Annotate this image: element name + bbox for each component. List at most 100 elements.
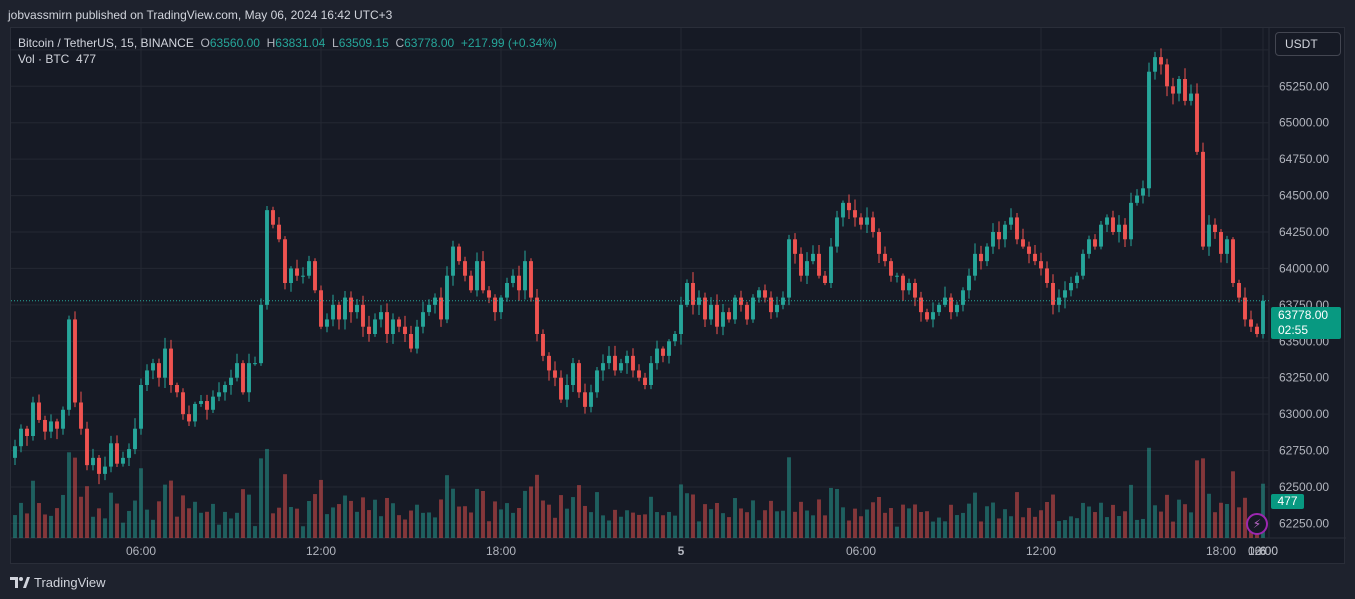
candle-body [175, 385, 179, 393]
volume-bar [661, 515, 665, 538]
candle-body [163, 348, 167, 378]
volume-bar [151, 519, 155, 538]
x-tick-label: 6 [1260, 544, 1267, 558]
candle-body [325, 319, 329, 327]
volume-bar [511, 512, 515, 538]
candle-body [187, 414, 191, 422]
volume-bar [727, 517, 731, 538]
y-tick-label: 64500.00 [1279, 189, 1329, 203]
volume-bar [787, 457, 791, 538]
candle-body [1159, 57, 1163, 65]
volume-bar [847, 520, 851, 538]
volume-bar [373, 499, 377, 538]
candle-body [493, 297, 497, 313]
volume-bar [295, 508, 299, 538]
candle-body [97, 457, 101, 474]
volume-bar [745, 512, 749, 538]
volume-bar [109, 492, 113, 538]
candle-body [481, 261, 485, 291]
candle-body [1015, 217, 1019, 240]
volume-bar [871, 502, 875, 538]
volume-bar [403, 519, 407, 538]
candle-body [1231, 239, 1235, 283]
last-price-tag: 63778.00 02:55 [1271, 307, 1341, 339]
candle-body [133, 428, 137, 450]
candle-body [37, 402, 41, 420]
volume-bar [283, 474, 287, 538]
candle-body [379, 312, 383, 320]
volume-label: Vol · BTC [18, 52, 70, 66]
volume-bar [13, 515, 17, 538]
volume-bar [559, 495, 563, 538]
currency-button[interactable]: USDT [1275, 32, 1341, 56]
volume-bar [859, 516, 863, 538]
volume-bar [997, 518, 1001, 538]
candle-body [1177, 79, 1181, 94]
volume-bar [199, 512, 203, 538]
volume-bar [271, 513, 275, 538]
candle-body [577, 363, 581, 393]
volume-bar [85, 486, 89, 538]
volume-bar [379, 516, 383, 538]
volume-bar [49, 515, 53, 538]
x-tick-label: 06:00 [846, 544, 876, 558]
volume-bar [289, 507, 293, 538]
candle-body [775, 304, 779, 313]
volume-bar [1165, 494, 1169, 538]
candle-body [271, 210, 275, 225]
volume-bar [1183, 504, 1187, 538]
candle-body [127, 449, 131, 458]
candle-body [259, 304, 263, 364]
y-tick-label: 64250.00 [1279, 225, 1329, 239]
volume-bar [991, 502, 995, 538]
candle-body [295, 268, 299, 276]
candle-body [1135, 195, 1139, 203]
tradingview-logo[interactable]: TradingView [10, 575, 106, 590]
candle-body [103, 466, 107, 474]
volume-bar [751, 500, 755, 538]
volume-bar [415, 504, 419, 538]
volume-bar [367, 510, 371, 538]
tradingview-brand: TradingView [34, 575, 106, 590]
volume-bar [769, 500, 773, 538]
volume-bar [1039, 510, 1043, 538]
bolt-icon[interactable]: ⚡ [1246, 513, 1268, 535]
volume-bar [595, 492, 599, 538]
candle-body [1165, 64, 1169, 87]
candle-body [499, 297, 503, 313]
candle-body [373, 319, 377, 334]
tradingview-logo-icon [10, 576, 30, 588]
high-value: 63831.04 [275, 36, 326, 50]
candle-body [421, 312, 425, 327]
candle-body [541, 334, 545, 356]
change-value: +217.99 (+0.34%) [460, 36, 557, 50]
candle-body [529, 261, 533, 298]
volume-bar [955, 515, 959, 538]
candle-body [1003, 224, 1007, 240]
volume-bar [961, 512, 965, 538]
volume-bar [529, 486, 533, 538]
candle-body [973, 253, 977, 276]
candle-body [997, 232, 1001, 240]
volume-bar [931, 521, 935, 538]
volume-bar [259, 458, 263, 538]
candle-body [703, 297, 707, 320]
volume-bar [811, 515, 815, 538]
candle-body [955, 304, 959, 313]
candle-body [13, 446, 17, 458]
volume-bar [913, 504, 917, 538]
candle-body [709, 304, 713, 320]
chart-frame[interactable]: 65500.0065250.0065000.0064750.0064500.00… [10, 27, 1346, 565]
volume-bar [145, 509, 149, 538]
candlestick-chart[interactable]: 65500.0065250.0065000.0064750.0064500.00… [11, 28, 1346, 565]
volume-bar [625, 510, 629, 538]
candle-body [1009, 217, 1013, 225]
candle-body [907, 283, 911, 291]
volume-bar [1099, 502, 1103, 538]
candle-body [1183, 79, 1187, 101]
candle-body [643, 377, 647, 385]
candle-body [427, 304, 431, 313]
candle-body [1123, 224, 1127, 240]
low-value: 63509.15 [338, 36, 389, 50]
candle-body [361, 304, 365, 327]
